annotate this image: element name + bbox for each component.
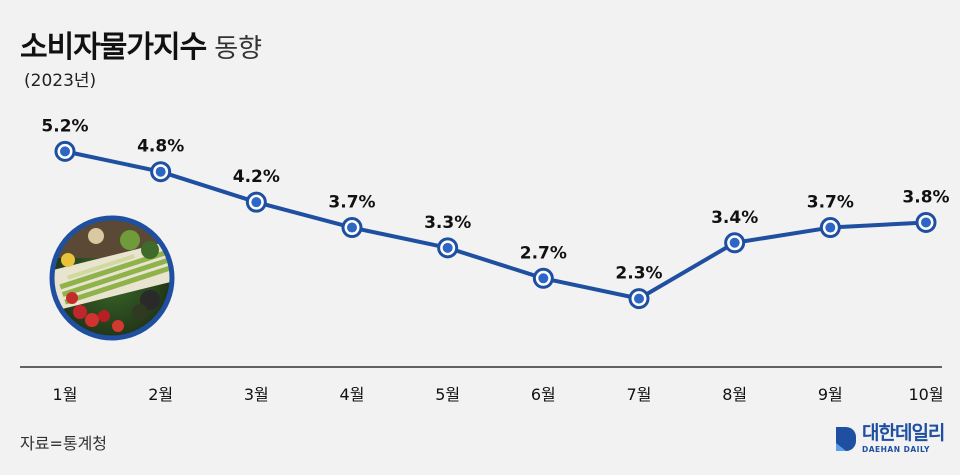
- x-tick-label: 2월: [148, 385, 173, 404]
- x-tick-label: 3월: [244, 385, 269, 404]
- data-point-marker-core: [60, 146, 70, 157]
- data-point-marker-core: [538, 273, 549, 284]
- x-tick-label: 8월: [722, 385, 747, 404]
- data-point-marker-core: [442, 242, 453, 253]
- data-value-label: 3.4%: [711, 208, 758, 228]
- brand-name-en: DAEHAN DAILY: [862, 445, 930, 454]
- data-value-label: 2.7%: [520, 243, 567, 263]
- x-tick-label: 5월: [435, 385, 460, 404]
- x-tick-label: 10월: [908, 385, 943, 404]
- x-tick-label: 6월: [531, 385, 556, 404]
- year-note: (2023년): [24, 71, 97, 91]
- data-point-marker-core: [825, 222, 836, 233]
- data-point-marker-core: [155, 166, 166, 177]
- brand-name: 대한데일리: [862, 422, 945, 444]
- data-value-label: 3.8%: [902, 187, 949, 207]
- x-tick-label: 9월: [818, 385, 843, 404]
- data-value-label: 5.2%: [41, 116, 88, 136]
- data-point-marker-core: [347, 222, 357, 233]
- series-line: [63, 149, 928, 301]
- chart-title: 소비자물가지수 동향: [20, 22, 262, 66]
- x-tick-label: 7월: [627, 385, 652, 404]
- brand-logo: 대한데일리 DAEHAN DAILY: [834, 422, 945, 454]
- title-sub: 동향: [214, 34, 263, 64]
- x-tick-label: 1월: [53, 385, 78, 404]
- data-value-label: 4.2%: [233, 167, 280, 187]
- data-value-label: 3.7%: [328, 193, 375, 213]
- brand-mark-icon: [836, 426, 856, 451]
- data-value-label: 2.3%: [615, 264, 662, 284]
- source-note: 자료=통계청: [20, 434, 108, 453]
- data-point-marker-core: [251, 197, 262, 208]
- data-value-label: 3.7%: [807, 193, 854, 213]
- produce-photo-icon: [49, 215, 175, 341]
- data-point-marker-core: [634, 293, 644, 304]
- data-value-label: 3.3%: [424, 213, 471, 233]
- data-point-marker-core: [729, 237, 740, 248]
- title-main: 소비자물가지수: [20, 30, 207, 65]
- data-value-label: 4.8%: [137, 137, 184, 157]
- data-point-marker-core: [921, 217, 931, 228]
- x-tick-label: 4월: [340, 385, 365, 404]
